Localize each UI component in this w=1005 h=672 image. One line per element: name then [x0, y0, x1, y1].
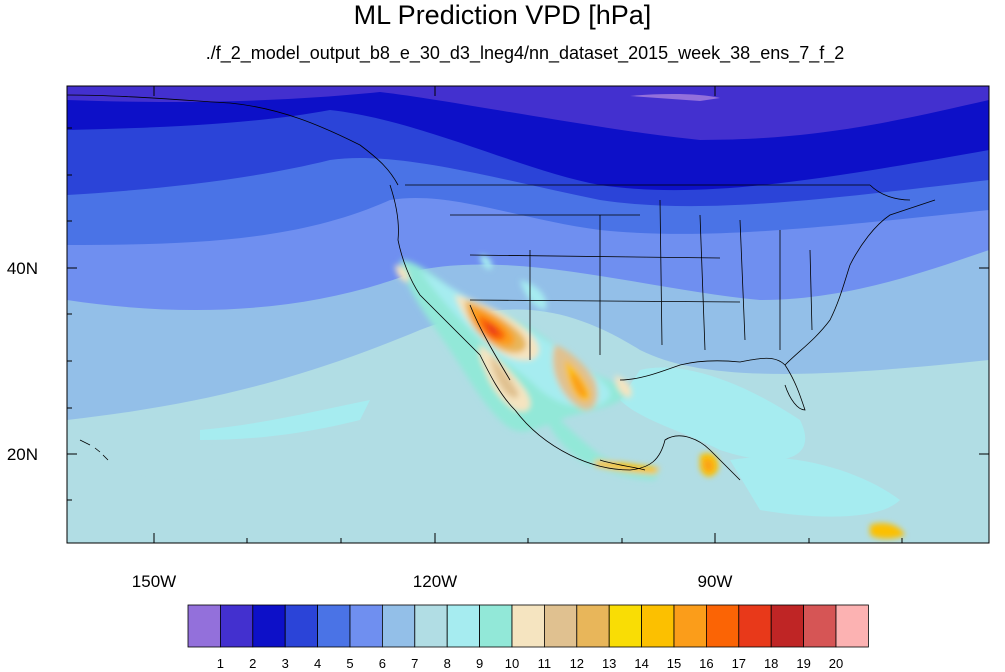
colorbar-swatch: [770, 604, 805, 648]
colorbar-swatch: [576, 604, 610, 648]
map-outlines: [67, 94, 936, 481]
colorbar-label: 16: [699, 656, 713, 671]
colorbar-swatch: [446, 604, 481, 648]
colorbar-label: 12: [570, 656, 584, 671]
colorbar-swatch: [803, 604, 837, 648]
colorbar-label: 11: [538, 656, 552, 671]
colorbar-label: 14: [634, 656, 648, 671]
x-axis-ticks: [153, 86, 903, 543]
y-tick-label-40n: 40N: [7, 259, 38, 278]
colorbar-label: 18: [764, 656, 778, 671]
colorbar-label: 5: [346, 656, 353, 671]
colorbar-swatch: [349, 604, 383, 648]
colorbar-label: 7: [411, 656, 418, 671]
colorbar-label: 2: [249, 656, 256, 671]
colorbar-swatch: [738, 604, 772, 648]
colorbar-swatch: [414, 604, 448, 648]
colorbar-label: 17: [732, 656, 746, 671]
colorbar-label: 15: [667, 656, 681, 671]
colorbar-label: 6: [379, 656, 386, 671]
map-subtitle: ./f_2_model_output_b8_e_30_d3_lneg4/nn_d…: [205, 43, 845, 63]
colorbar-swatch: [673, 604, 707, 648]
colorbar-swatch: [706, 604, 740, 648]
x-tick-label-120w: 120W: [413, 572, 457, 591]
colorbar-swatch: [219, 604, 254, 648]
colorbar-label: 19: [796, 656, 810, 671]
colorbar-label: 8: [444, 656, 451, 671]
colorbar-swatch: [317, 604, 351, 648]
y-axis-ticks: [67, 127, 989, 501]
x-tick-label-90w: 90W: [698, 572, 733, 591]
colorbar-swatch: [252, 604, 286, 648]
x-tick-label-150w: 150W: [132, 572, 176, 591]
colorbar-label: 10: [505, 656, 519, 671]
colorbar-swatch: [641, 604, 675, 648]
colorbar-label: 20: [829, 656, 843, 671]
colorbar-swatch: [835, 604, 869, 648]
colorbar-label: 4: [314, 656, 321, 671]
colorbar-label: 13: [602, 656, 616, 671]
colorbar-swatch: [479, 604, 513, 648]
colorbar-swatch: [608, 604, 643, 648]
map-title: ML Prediction VPD [hPa]: [353, 0, 652, 30]
colorbar-label: 1: [217, 656, 224, 671]
colorbar-swatch: [511, 604, 545, 648]
colorbar-swatch: [187, 604, 221, 648]
colorbar-label: 3: [282, 656, 289, 671]
colorbar-swatch: [381, 604, 416, 648]
colorbar-swatch: [284, 604, 319, 648]
colorbar-label: 9: [476, 656, 483, 671]
y-tick-label-20n: 20N: [7, 445, 38, 464]
colorbar-swatch: [544, 604, 578, 648]
colorbar: 1 2 3 4 5 6 7 8 9 10 11 12 13 14 15 16 17 18 19 20: [187, 604, 869, 671]
vpd-field: [67, 86, 989, 543]
